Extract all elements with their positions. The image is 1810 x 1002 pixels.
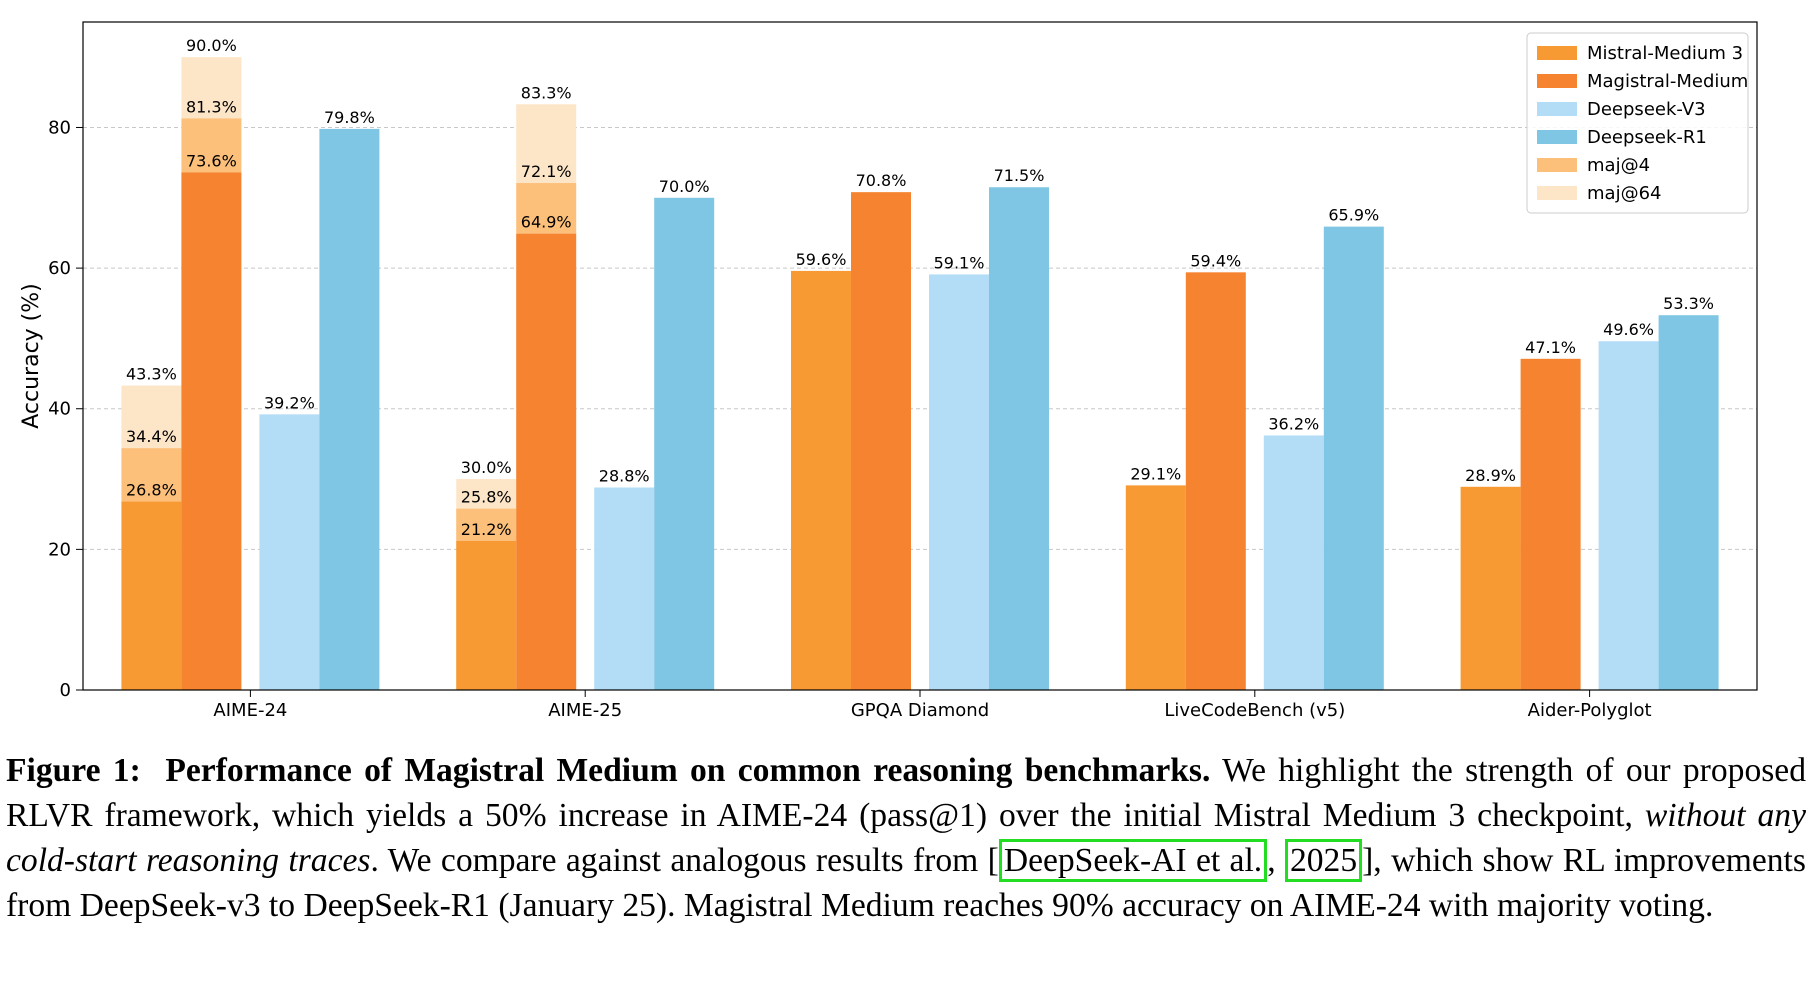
bar-deepseek-r1 xyxy=(1323,226,1384,690)
citation-separator: , xyxy=(1267,842,1285,879)
bar-value-label: 30.0% xyxy=(461,458,512,477)
bar-value-label: 36.2% xyxy=(1268,414,1319,433)
legend-swatch xyxy=(1537,46,1577,60)
bar-value-label: 43.3% xyxy=(126,365,177,384)
bar-magistral-medium xyxy=(181,172,242,691)
figure-caption: Figure 1: Performance of Magistral Mediu… xyxy=(6,748,1806,928)
bar-value-label: 83.3% xyxy=(521,83,572,102)
bar-value-label: 28.9% xyxy=(1465,466,1516,485)
figure-label: Figure 1: xyxy=(6,752,141,789)
bar-value-label: 28.8% xyxy=(599,466,650,485)
bar-value-label: 72.1% xyxy=(521,162,572,181)
bar-deepseek-v3 xyxy=(1263,435,1324,690)
legend-swatch xyxy=(1537,130,1577,144)
bar-mistral-medium-3 xyxy=(1125,485,1186,690)
bar-value-label: 21.2% xyxy=(461,520,512,539)
citation-authors-link[interactable]: DeepSeek-AI et al. xyxy=(998,839,1268,882)
bar-deepseek-r1 xyxy=(654,197,715,690)
bar-value-label: 26.8% xyxy=(126,481,177,500)
bar-mistral-medium-3 xyxy=(456,540,517,690)
bar-magistral-medium xyxy=(516,233,577,691)
bar-value-label: 39.2% xyxy=(264,393,315,412)
bar-value-label: 81.3% xyxy=(186,97,237,116)
bar-value-label: 53.3% xyxy=(1663,294,1714,313)
citation-year-link[interactable]: 2025 xyxy=(1284,839,1363,882)
bar-value-label: 25.8% xyxy=(461,488,512,507)
bar-deepseek-r1 xyxy=(1658,315,1719,690)
caption-text-3: ], which show RL improvements from DeepS… xyxy=(6,842,1806,924)
bar-value-label: 70.0% xyxy=(659,177,710,196)
bar-value-label: 59.6% xyxy=(796,250,847,269)
x-tick-label: AIME-24 xyxy=(213,700,287,721)
figure-title: Performance of Magistral Medium on commo… xyxy=(165,752,1211,789)
legend-swatch xyxy=(1537,186,1577,200)
caption-text-2: . We compare against analogous results f… xyxy=(370,842,999,879)
bar-value-label: 70.8% xyxy=(856,171,907,190)
bar-deepseek-v3 xyxy=(929,274,989,690)
y-tick-label: 40 xyxy=(48,399,71,420)
legend-swatch xyxy=(1537,102,1577,116)
bar-mistral-medium-3 xyxy=(121,501,182,690)
bar-deepseek-v3 xyxy=(1598,341,1659,690)
legend-entry: Mistral-Medium 3 xyxy=(1587,43,1743,64)
legend-entry: maj@64 xyxy=(1587,183,1661,204)
legend-entry: Deepseek-V3 xyxy=(1587,99,1706,120)
bar-chart: 0 20 40 60 80 Accuracy (%) 43.3% 34.4% 26.8% 90.0… xyxy=(19,21,1758,721)
bar-deepseek-r1 xyxy=(319,128,380,690)
bar-magistral-medium xyxy=(1185,272,1246,690)
bar-magistral-medium xyxy=(851,192,911,690)
legend-box xyxy=(1526,32,1749,214)
bar-magistral-medium-maj64 xyxy=(516,104,577,184)
bar-value-label: 64.9% xyxy=(521,213,572,232)
bar-mistral-medium-3-maj64 xyxy=(456,479,517,509)
bar-value-label: 34.4% xyxy=(126,427,177,446)
y-axis-label: Accuracy (%) xyxy=(19,283,44,429)
x-tick-label: GPQA Diamond xyxy=(851,700,989,721)
chart-area: 0 20 40 60 80 Accuracy (%) 43.3% 34.4% 26.8% 90.0… xyxy=(19,21,1758,721)
bar-value-label: 29.1% xyxy=(1130,464,1181,483)
y-tick-label: 80 xyxy=(48,117,71,138)
y-tick-label: 20 xyxy=(48,539,71,560)
x-tick-label: LiveCodeBench (v5) xyxy=(1164,700,1345,721)
bar-value-label: 79.8% xyxy=(324,108,375,127)
bar-value-label: 71.5% xyxy=(994,166,1045,185)
bar-magistral-medium-maj64 xyxy=(181,57,242,119)
caption-text-1: We highlight the strength of our propose… xyxy=(6,752,1806,834)
bar-magistral-medium-maj4 xyxy=(181,118,242,173)
bar-magistral-medium-maj4 xyxy=(516,183,577,234)
legend-entry: Deepseek-R1 xyxy=(1587,127,1707,148)
bar-value-label: 73.6% xyxy=(186,151,237,170)
bar-mistral-medium-3-maj4 xyxy=(456,508,517,541)
bar-value-label: 59.1% xyxy=(934,253,985,272)
bar-value-label: 49.6% xyxy=(1603,320,1654,339)
bar-mistral-medium-3 xyxy=(791,270,851,690)
legend-swatch xyxy=(1537,158,1577,172)
y-tick-label: 60 xyxy=(48,258,71,279)
bar-mistral-medium-3-maj4 xyxy=(121,448,182,502)
plot-frame xyxy=(82,21,1758,691)
bar-value-label: 65.9% xyxy=(1328,206,1379,225)
bar-mistral-medium-3-maj64 xyxy=(121,385,182,449)
bar-value-label: 59.4% xyxy=(1190,251,1241,270)
legend-entry: Magistral-Medium xyxy=(1587,71,1748,92)
bar-mistral-medium-3 xyxy=(1460,486,1521,690)
bar-deepseek-v3 xyxy=(594,487,655,690)
x-tick-label: AIME-25 xyxy=(548,700,622,721)
bar-value-label: 47.1% xyxy=(1525,338,1576,357)
bar-magistral-medium xyxy=(1520,358,1581,690)
legend-entry: maj@4 xyxy=(1587,155,1650,176)
y-tick-label: 0 xyxy=(60,680,71,701)
x-tick-label: Aider-Polyglot xyxy=(1528,700,1652,721)
caption-italic: without any cold-start reasoning traces xyxy=(6,797,1806,879)
bar-deepseek-r1 xyxy=(989,187,1049,690)
legend-swatch xyxy=(1537,74,1577,88)
bar-value-label: 90.0% xyxy=(186,36,237,55)
bar-deepseek-v3 xyxy=(259,414,320,690)
